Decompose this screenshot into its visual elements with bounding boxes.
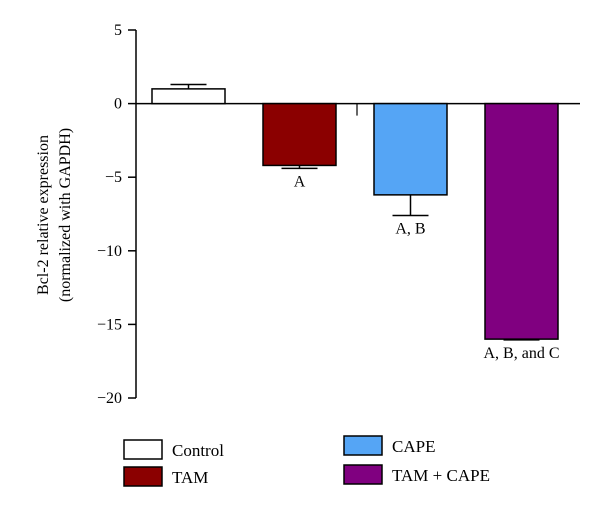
y-tick-label: −5 [105,169,122,186]
y-axis-label-line1: Bcl-2 relative expression [35,135,52,295]
y-tick-label: 0 [114,96,122,113]
bars [151,83,559,341]
annotation-cape: A, B [395,220,425,237]
legend-swatch-tam [123,466,163,487]
legend-swatch-tam-cape [343,464,383,485]
bar-tam-cape [484,102,559,340]
y-axis-label: Bcl-2 relative expression (normalized wi… [35,128,74,302]
legend-label-cape: CAPE [392,437,435,456]
legend-swatch-control [123,439,163,460]
annotation-tam-cape: A, B, and C [484,345,560,362]
bar-cape [373,102,448,196]
y-axis-label-line2: (normalized with GAPDH) [57,128,74,302]
annotations: A A, B A, B, and C [294,173,560,361]
y-tick-label: 5 [114,22,122,39]
bar-control [151,88,226,105]
legend-label-tam: TAM [172,468,208,487]
annotation-tam: A [294,173,306,190]
legend-label-tam-cape: TAM + CAPE [392,466,490,485]
legend-label-control: Control [172,441,224,460]
legend-swatch-cape [343,435,383,456]
y-tick-label: −10 [97,243,122,260]
axes: 5 0 −5 −10 −15 −20 [97,22,580,407]
y-tick-label: −15 [97,316,122,333]
y-tick-label: −20 [97,390,122,407]
bar-tam [262,102,337,167]
legend: Control TAM CAPE TAM + CAPE [123,435,490,487]
